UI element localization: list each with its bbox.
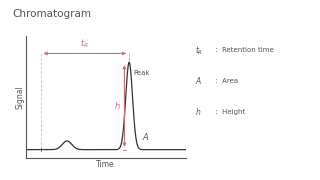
Text: $t_R$: $t_R$ [81, 37, 89, 50]
Text: $t_R$: $t_R$ [195, 44, 204, 57]
Text: :  Height: : Height [213, 109, 245, 115]
Text: Chromatogram: Chromatogram [13, 9, 92, 19]
Text: $A$: $A$ [195, 75, 202, 87]
Text: $h$: $h$ [195, 106, 202, 117]
Text: Peak: Peak [134, 70, 150, 76]
Text: $h$: $h$ [114, 100, 120, 111]
Text: :  Retention time: : Retention time [213, 47, 274, 53]
Text: :  Area: : Area [213, 78, 238, 84]
Text: $A$: $A$ [142, 131, 150, 142]
X-axis label: Time: Time [96, 160, 115, 169]
Y-axis label: Signal: Signal [15, 85, 24, 109]
